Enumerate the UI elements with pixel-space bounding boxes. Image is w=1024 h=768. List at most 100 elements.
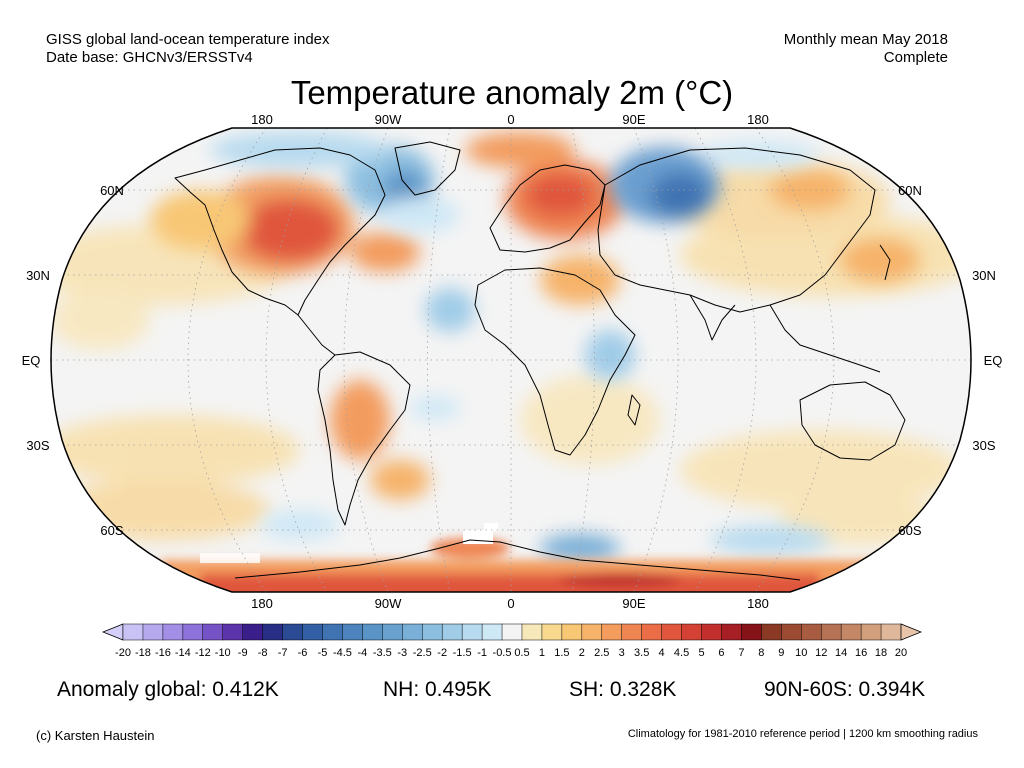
- colorbar-tick-label: 2.5: [594, 647, 609, 659]
- coast-japan: [879, 244, 891, 281]
- colorbar-cell: [701, 623, 723, 641]
- lat-label: 30S: [972, 438, 995, 453]
- period-label: Monthly mean May 2018: [783, 31, 948, 48]
- coast-antarctica: [234, 539, 801, 581]
- map-title: Temperature anomaly 2m (°C): [290, 74, 734, 111]
- colorbar-tick-label: 16: [855, 647, 867, 659]
- lat-label: 60S: [898, 523, 921, 538]
- colorbar-cell: [880, 623, 902, 641]
- colorbar-tick-label: 14: [835, 647, 847, 659]
- colorbar-tick-label: 4: [659, 647, 665, 659]
- colorbar-cell: [282, 623, 304, 641]
- lat-label: 60S: [100, 523, 123, 538]
- colorbar-tick-label: -6: [298, 647, 308, 659]
- colorbar-tick-label: -10: [215, 647, 231, 659]
- lon-label: 90E: [622, 596, 645, 611]
- colorbar-cell: [202, 623, 224, 641]
- colorbar-cell: [461, 623, 483, 641]
- lat-label: 30S: [26, 438, 49, 453]
- colorbar-tick-label: -1.5: [453, 647, 472, 659]
- colorbar-cell: [142, 623, 164, 641]
- colorbar-tick-label: -7: [278, 647, 288, 659]
- colorbar-high-arrow: [900, 623, 923, 641]
- lon-label: 180: [747, 112, 769, 127]
- colorbar-cell: [840, 623, 862, 641]
- colorbar-cell: [581, 623, 603, 641]
- climatology-note: Climatology for 1981-2010 reference peri…: [627, 728, 978, 740]
- colorbar-tick-label: 1: [539, 647, 545, 659]
- coast-africa: [474, 267, 636, 456]
- lat-label: 30N: [972, 268, 996, 283]
- colorbar-cell: [741, 623, 762, 641]
- coast-australia: [799, 381, 906, 461]
- lon-label: 180: [747, 596, 769, 611]
- colorbar-cell: [681, 623, 703, 641]
- coast-greenland: [394, 141, 461, 196]
- colorbar-tick-label: 6: [718, 647, 724, 659]
- colorbar-cell: [481, 623, 503, 641]
- colorbar-tick-label: -0.5: [493, 647, 512, 659]
- colorbar-tick-label: -3: [397, 647, 407, 659]
- colorbar-cell: [382, 623, 403, 641]
- colorbar-tick-label: 12: [815, 647, 827, 659]
- coast-central-america: [297, 314, 336, 356]
- colorbar-cells: [122, 623, 902, 641]
- colorbar-tick-label: -8: [258, 647, 268, 659]
- colorbar-tick-label: -16: [155, 647, 171, 659]
- author-credit: (c) Karsten Haustein: [36, 728, 155, 743]
- lon-label: 180: [251, 596, 273, 611]
- colorbar-tick-label: -4: [357, 647, 367, 659]
- colorbar-low-arrow: [101, 623, 124, 641]
- colorbar-cell: [182, 623, 204, 641]
- period-info: Monthly mean May 2018 Complete: [784, 31, 948, 67]
- colorbar-cell: [162, 623, 184, 641]
- colorbar: -20 -18 -16 -14 -12 -10 -9 -8 -7 -6 -5 -4.5 -4 -3.5 -3…: [101, 623, 923, 659]
- lon-label: 90W: [375, 596, 402, 611]
- colorbar-cell: [302, 623, 324, 641]
- colorbar-tick-label: 8: [758, 647, 764, 659]
- colorbar-labels: -20 -18 -16 -14 -12 -10 -9 -8 -7 -6 -5 -4.5 -4 -3.5 -3…: [115, 647, 907, 659]
- colorbar-tick-label: -2.5: [413, 647, 432, 659]
- colorbar-cell: [242, 623, 264, 641]
- nh-anomaly: NH: 0.495K: [383, 678, 492, 701]
- colorbar-cell: [322, 623, 343, 641]
- colorbar-cell: [641, 623, 663, 641]
- colorbar-tick-label: -9: [238, 647, 248, 659]
- colorbar-cell: [781, 623, 802, 641]
- dataset-name: GISS global land-ocean temperature index: [46, 31, 330, 48]
- coast-madagascar: [627, 394, 641, 426]
- anomaly-fields: [51, 128, 971, 592]
- lon-label: 90W: [375, 112, 402, 127]
- colorbar-tick-label: 9: [778, 647, 784, 659]
- no-data-patch: [484, 523, 498, 531]
- completeness-label: Complete: [883, 49, 948, 66]
- colorbar-tick-label: -1: [477, 647, 487, 659]
- longitude-labels-top: 180 90W 0 90E 180: [251, 112, 769, 127]
- dataset-info: GISS global land-ocean temperature index…: [46, 31, 330, 67]
- colorbar-tick-label: 7: [738, 647, 744, 659]
- coast-southeast-asia: [769, 304, 881, 373]
- globe: [50, 127, 972, 593]
- lon-label: 90E: [622, 112, 645, 127]
- colorbar-cell: [521, 623, 543, 641]
- lat-label: EQ: [22, 353, 41, 368]
- longitude-labels-bottom: 180 90W 0 90E 180: [251, 596, 769, 611]
- latitude-labels-right: 60N 30N EQ 30S 60S: [898, 183, 1002, 538]
- colorbar-tick-label: 18: [875, 647, 887, 659]
- colorbar-tick-label: -5: [318, 647, 328, 659]
- lat-label: 60N: [898, 183, 922, 198]
- coast-europe: [489, 164, 606, 253]
- colorbar-cell: [262, 623, 284, 641]
- colorbar-tick-label: -4.5: [333, 647, 352, 659]
- colorbar-tick-label: -20: [115, 647, 131, 659]
- colorbar-cell: [721, 623, 742, 641]
- colorbar-cell: [342, 623, 363, 641]
- colorbar-tick-label: -18: [135, 647, 151, 659]
- coast-india: [689, 294, 736, 341]
- colorbar-cell: [801, 623, 822, 641]
- globe-outline: [50, 127, 972, 593]
- colorbar-tick-label: 1.5: [554, 647, 569, 659]
- colorbar-tick-label: 5: [698, 647, 704, 659]
- colorbar-cell: [621, 623, 643, 641]
